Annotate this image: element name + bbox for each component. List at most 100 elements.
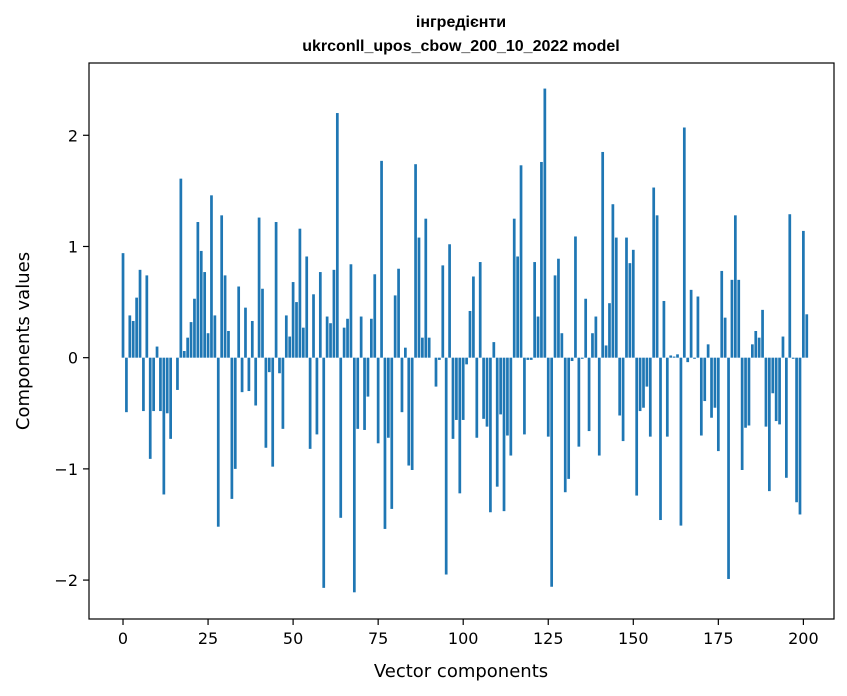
bar	[478, 262, 482, 358]
bar	[475, 357, 479, 438]
bar	[751, 344, 754, 358]
y-axis-label: Components values	[13, 252, 34, 430]
bar	[526, 357, 530, 360]
bar	[380, 160, 383, 358]
bar	[410, 357, 414, 470]
bar	[587, 357, 591, 432]
bar	[193, 298, 196, 358]
bar	[159, 357, 162, 412]
bar	[441, 265, 445, 358]
x-tick-label: 175	[703, 629, 734, 648]
bar	[574, 236, 577, 358]
x-tick-label: 50	[283, 629, 303, 648]
bar	[261, 288, 264, 358]
bar	[281, 357, 285, 429]
bar	[271, 357, 275, 467]
bar	[672, 356, 676, 358]
bar	[696, 296, 700, 358]
bar	[499, 357, 502, 415]
bar	[703, 357, 707, 402]
bar	[618, 357, 622, 416]
bar	[482, 357, 485, 419]
x-tick-label: 0	[118, 629, 128, 648]
bar	[652, 187, 656, 358]
bar	[567, 357, 571, 479]
bar	[642, 357, 645, 408]
bar	[312, 294, 315, 358]
bar	[393, 295, 397, 358]
bar	[693, 357, 696, 359]
bar	[458, 357, 462, 494]
bar	[659, 357, 662, 521]
bar	[625, 237, 628, 358]
bar	[591, 333, 594, 358]
bar	[733, 215, 737, 358]
bar	[662, 300, 666, 358]
bar	[540, 161, 543, 358]
bar	[407, 357, 411, 466]
bar	[298, 228, 302, 358]
bar	[233, 357, 237, 469]
chart-title-line-1: інгредієнти	[416, 14, 506, 31]
bar	[570, 357, 574, 362]
bar	[584, 298, 588, 358]
bar	[601, 151, 605, 358]
bar-series	[121, 88, 809, 593]
bar	[529, 357, 533, 360]
bar	[768, 357, 771, 492]
bar	[665, 357, 669, 437]
bar	[781, 336, 785, 358]
bar	[608, 303, 611, 358]
bar	[788, 214, 792, 358]
bar	[325, 316, 329, 358]
bar	[791, 357, 795, 359]
bar	[179, 178, 183, 358]
bar	[506, 357, 509, 436]
bar	[597, 357, 601, 456]
x-tick-label: 200	[788, 629, 819, 648]
bar	[550, 357, 554, 587]
bar	[628, 263, 632, 358]
bar	[754, 330, 758, 358]
bar	[655, 215, 659, 358]
bar	[199, 250, 203, 358]
bar	[686, 357, 690, 363]
bar	[757, 337, 761, 358]
bar	[366, 357, 370, 397]
bar	[414, 164, 417, 358]
bar	[611, 204, 615, 358]
bar	[400, 357, 404, 413]
bar	[373, 274, 377, 358]
plot-frame	[88, 62, 835, 620]
bar	[438, 357, 441, 360]
bar	[387, 357, 390, 438]
bar	[723, 317, 727, 358]
bar	[417, 237, 421, 358]
bar	[461, 357, 465, 420]
bar	[363, 357, 366, 430]
bar	[563, 357, 567, 493]
bar	[227, 330, 230, 358]
bar	[489, 357, 492, 513]
bar	[308, 357, 312, 449]
bar	[267, 357, 271, 373]
bar	[424, 218, 428, 358]
bar	[250, 320, 254, 358]
bar	[318, 272, 322, 358]
bar	[560, 333, 564, 358]
bar	[264, 357, 268, 448]
bar	[216, 357, 220, 527]
bar	[142, 357, 145, 412]
bar	[295, 302, 298, 358]
bar	[761, 309, 764, 358]
bar	[509, 357, 513, 456]
bar	[301, 327, 305, 358]
bar	[404, 347, 407, 358]
bar	[397, 268, 400, 358]
bar	[689, 289, 693, 358]
bar	[284, 315, 288, 358]
bar	[352, 357, 356, 593]
bar	[706, 344, 710, 358]
bar	[805, 314, 809, 358]
bar	[434, 357, 438, 387]
